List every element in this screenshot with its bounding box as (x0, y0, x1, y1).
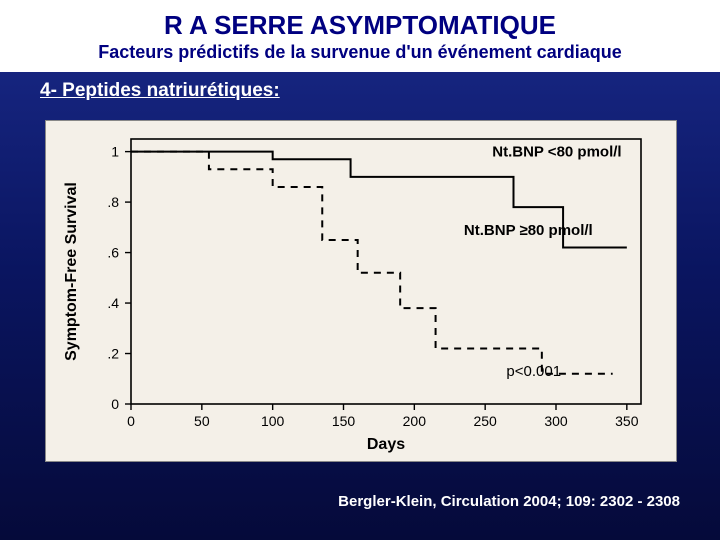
svg-text:.2: .2 (107, 346, 119, 362)
slide-subtitle: Facteurs prédictifs de la survenue d'un … (0, 38, 720, 72)
section-heading: 4- Peptides natriurétiques: (0, 72, 720, 110)
svg-text:0: 0 (111, 396, 119, 412)
svg-text:50: 50 (194, 413, 210, 429)
svg-text:Days: Days (367, 436, 405, 453)
svg-text:.8: .8 (107, 194, 119, 210)
svg-text:100: 100 (261, 413, 285, 429)
svg-text:150: 150 (332, 413, 356, 429)
svg-text:0: 0 (127, 413, 135, 429)
svg-text:1: 1 (111, 144, 119, 160)
svg-text:350: 350 (615, 413, 639, 429)
svg-text:300: 300 (544, 413, 568, 429)
svg-text:p<0.001: p<0.001 (506, 363, 561, 380)
citation-text: Bergler-Klein, Circulation 2004; 109: 23… (338, 493, 680, 510)
chart-svg: 0 50 100 150 200 250 300 350 0 .2 .4 .6 .8 1 Days Symp… (46, 121, 676, 461)
svg-text:200: 200 (403, 413, 427, 429)
svg-text:Nt.BNP ≥80 pmol/l: Nt.BNP ≥80 pmol/l (464, 222, 593, 239)
survival-chart: 0 50 100 150 200 250 300 350 0 .2 .4 .6 .8 1 Days Symp… (45, 120, 677, 462)
slide-root: R A SERRE ASYMPTOMATIQUE Facteurs prédic… (0, 0, 720, 540)
svg-text:250: 250 (473, 413, 497, 429)
svg-text:.6: .6 (107, 245, 119, 261)
svg-text:.4: .4 (107, 295, 119, 311)
svg-text:Symptom-Free Survival: Symptom-Free Survival (63, 182, 80, 361)
svg-text:Nt.BNP <80 pmol/l: Nt.BNP <80 pmol/l (492, 144, 621, 161)
slide-title: R A SERRE ASYMPTOMATIQUE (0, 0, 720, 38)
